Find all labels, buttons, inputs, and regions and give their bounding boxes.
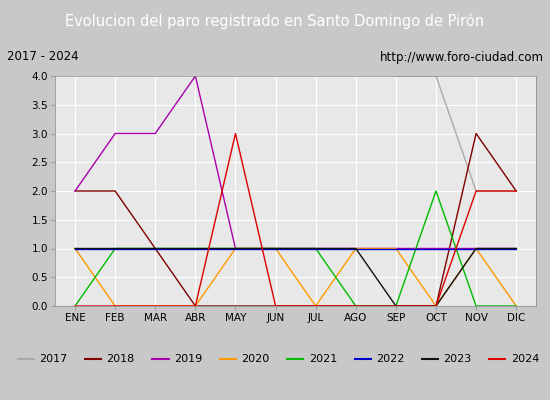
Text: 2024: 2024	[511, 354, 539, 364]
Text: 2018: 2018	[107, 354, 135, 364]
Text: 2017 - 2024: 2017 - 2024	[7, 50, 78, 64]
Text: 2022: 2022	[376, 354, 404, 364]
Text: 2019: 2019	[174, 354, 202, 364]
Text: 2021: 2021	[309, 354, 337, 364]
Text: 2020: 2020	[241, 354, 270, 364]
Text: 2017: 2017	[39, 354, 68, 364]
Text: http://www.foro-ciudad.com: http://www.foro-ciudad.com	[379, 50, 543, 64]
Text: Evolucion del paro registrado en Santo Domingo de Pirón: Evolucion del paro registrado en Santo D…	[65, 13, 485, 29]
Text: 2023: 2023	[443, 354, 472, 364]
